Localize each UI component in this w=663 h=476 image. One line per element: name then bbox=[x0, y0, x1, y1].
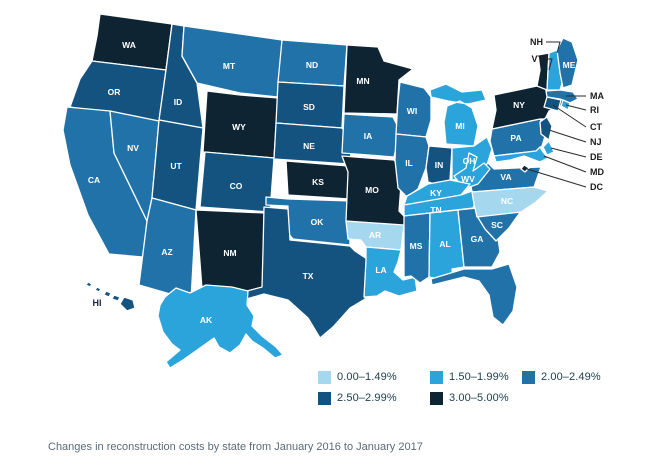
state-label-il: IL bbox=[405, 158, 413, 168]
state-label-mt: MT bbox=[223, 61, 236, 71]
state-label-ut: UT bbox=[170, 161, 182, 171]
state-label-tx: TX bbox=[303, 271, 314, 281]
legend-label-4: 3.00–5.00% bbox=[449, 392, 509, 404]
callout-line-nj bbox=[548, 129, 587, 143]
callout-label-nh: NH bbox=[530, 37, 543, 47]
legend-label-1: 1.50–1.99% bbox=[449, 371, 509, 383]
state-label-nv: NV bbox=[127, 143, 139, 153]
legend-item-2: 2.00–2.49% bbox=[522, 370, 601, 384]
state-de bbox=[542, 140, 555, 156]
legend-item-1: 1.50–1.99% bbox=[430, 370, 509, 384]
callout-label-nj: NJ bbox=[590, 137, 602, 147]
legend-item-0: 0.00–1.49% bbox=[318, 370, 397, 384]
caption: Changes in reconstruction costs by state… bbox=[48, 441, 423, 453]
state-label-la: LA bbox=[375, 265, 386, 275]
state-label-mi: MI bbox=[455, 121, 464, 131]
callout-label-ri: RI bbox=[590, 105, 599, 115]
state-label-me: ME bbox=[563, 60, 576, 70]
legend-item-4: 3.00–5.00% bbox=[430, 391, 509, 405]
hawaii-inset-label: HI bbox=[93, 298, 102, 308]
callout-label-ma: MA bbox=[590, 91, 604, 101]
state-label-in: IN bbox=[435, 160, 444, 170]
callout-label-dc: DC bbox=[590, 182, 603, 192]
state-la bbox=[363, 246, 418, 298]
legend-swatch-2 bbox=[522, 370, 535, 384]
state-label-wa: WA bbox=[122, 40, 136, 50]
callout-label-vt: VT bbox=[531, 54, 543, 64]
state-vt bbox=[536, 52, 550, 91]
callout-label-de: DE bbox=[590, 152, 603, 162]
state-labels-layer: WA OR CA NV ID MT WY UT CO AZ NM ND SD N… bbox=[88, 40, 576, 325]
state-ok bbox=[265, 196, 351, 246]
state-label-ok: OK bbox=[311, 217, 325, 227]
callout-layer: NH VT MA RI CT NJ DE MD DC bbox=[526, 37, 604, 192]
state-label-wv: WV bbox=[461, 174, 475, 184]
state-mi bbox=[429, 83, 487, 147]
state-mn bbox=[343, 44, 414, 115]
state-wi bbox=[395, 81, 432, 138]
state-az bbox=[138, 197, 197, 301]
state-nj bbox=[539, 116, 553, 141]
state-label-oh: OH bbox=[463, 156, 476, 166]
callout-line-dc bbox=[526, 168, 587, 188]
state-label-ga: GA bbox=[471, 234, 484, 244]
state-label-ne: NE bbox=[303, 141, 315, 151]
callout-line-ri bbox=[565, 104, 587, 111]
callout-line-ct bbox=[552, 104, 587, 128]
state-label-ia: IA bbox=[364, 131, 373, 141]
legend-swatch-1 bbox=[430, 370, 443, 384]
legend-swatch-4 bbox=[430, 391, 443, 405]
state-label-ar: AR bbox=[369, 230, 381, 240]
legend: 0.00–1.49% 1.50–1.99% 2.00–2.49% 2.50–2.… bbox=[318, 370, 648, 410]
callout-label-md: MD bbox=[590, 167, 604, 177]
state-label-ky: KY bbox=[430, 188, 442, 198]
legend-label-2: 2.00–2.49% bbox=[541, 371, 601, 383]
legend-swatch-3 bbox=[318, 391, 331, 405]
state-label-mo: MO bbox=[365, 185, 379, 195]
state-label-sc: SC bbox=[491, 220, 503, 230]
state-md bbox=[493, 146, 549, 163]
state-fl bbox=[430, 263, 518, 326]
callout-label-ct: CT bbox=[590, 122, 602, 132]
state-label-wy: WY bbox=[232, 122, 246, 132]
state-label-co: CO bbox=[230, 181, 243, 191]
state-label-wi: WI bbox=[407, 106, 417, 116]
state-label-nm: NM bbox=[223, 248, 236, 258]
state-label-sd: SD bbox=[303, 102, 315, 112]
state-label-ks: KS bbox=[312, 177, 324, 187]
callout-line-md bbox=[543, 155, 587, 173]
state-ak bbox=[157, 284, 284, 369]
callout-line-de bbox=[550, 147, 587, 158]
state-label-ny: NY bbox=[513, 100, 525, 110]
state-label-va: VA bbox=[500, 172, 511, 182]
state-label-tn: TN bbox=[430, 205, 441, 215]
state-label-mn: MN bbox=[356, 76, 369, 86]
state-ri bbox=[560, 99, 571, 111]
legend-item-3: 2.50–2.99% bbox=[318, 391, 397, 405]
callout-line-vt bbox=[546, 58, 553, 71]
state-label-nc: NC bbox=[501, 196, 513, 206]
state-label-ca: CA bbox=[88, 175, 100, 185]
state-label-id: ID bbox=[174, 97, 183, 107]
states-layer bbox=[62, 13, 579, 369]
state-label-az: AZ bbox=[161, 247, 172, 257]
state-nc bbox=[471, 186, 549, 218]
state-label-al: AL bbox=[439, 239, 450, 249]
legend-label-0: 0.00–1.49% bbox=[337, 371, 397, 383]
state-label-pa: PA bbox=[510, 133, 521, 143]
state-dc bbox=[520, 164, 530, 173]
state-hi bbox=[85, 281, 136, 312]
state-label-nd: ND bbox=[306, 60, 318, 70]
state-me bbox=[556, 37, 579, 89]
state-label-ak: AK bbox=[200, 315, 213, 325]
callout-line-nh bbox=[546, 41, 561, 54]
legend-swatch-0 bbox=[318, 370, 331, 384]
state-wv bbox=[453, 152, 491, 190]
state-label-ms: MS bbox=[410, 241, 423, 251]
state-label-or: OR bbox=[108, 87, 121, 97]
legend-label-3: 2.50–2.99% bbox=[337, 392, 397, 404]
